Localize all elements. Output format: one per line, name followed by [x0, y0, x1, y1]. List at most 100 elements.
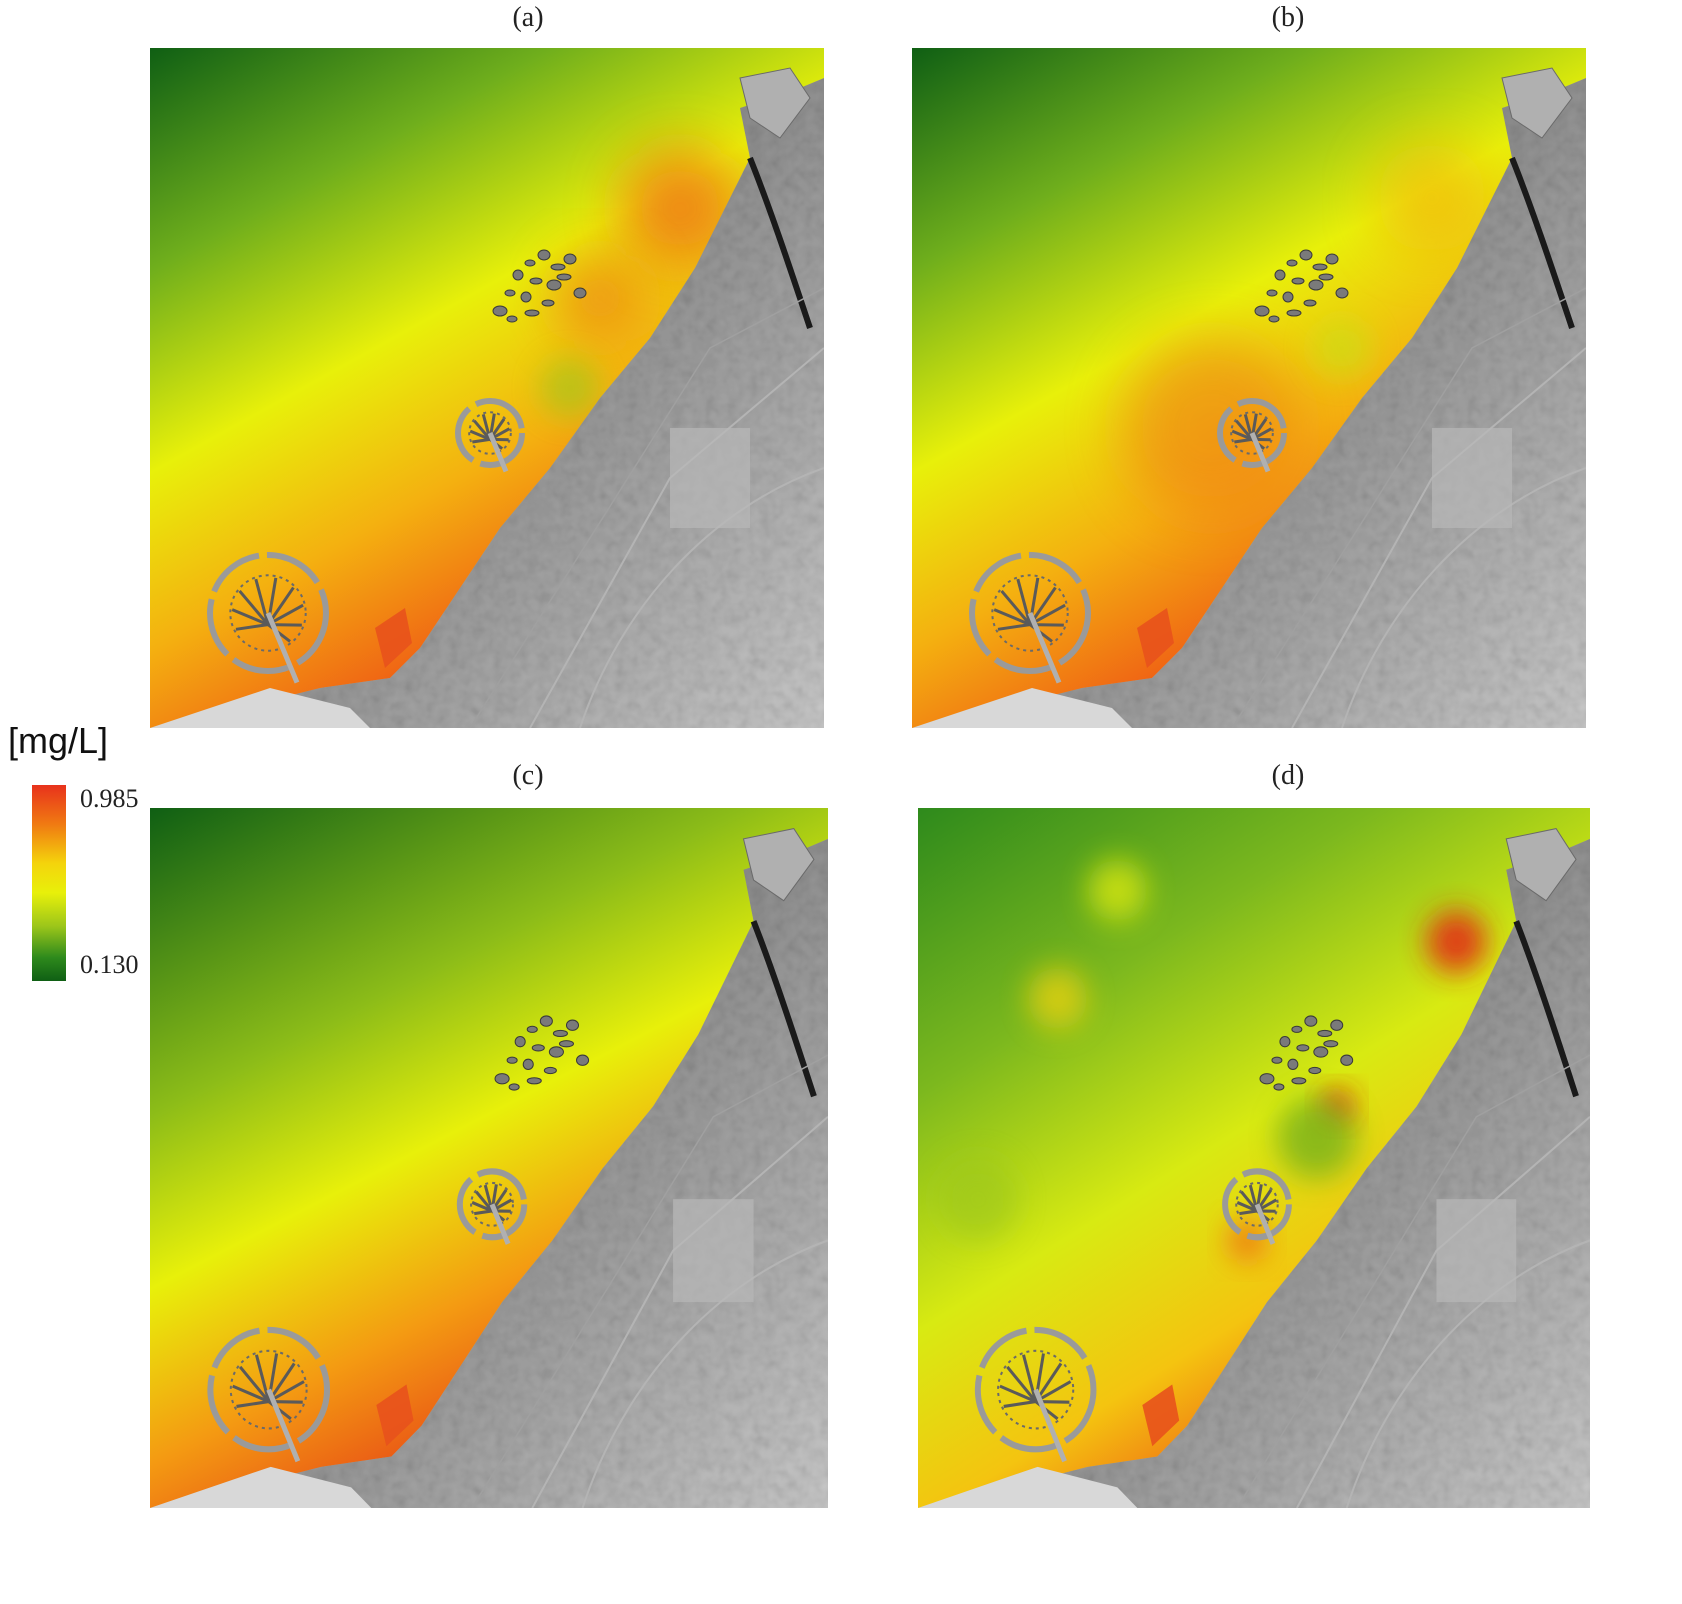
world-islands-islet — [1254, 305, 1270, 317]
palm-jumeirah — [1217, 398, 1287, 473]
world-islands-islet — [1286, 309, 1302, 317]
map-c-svg — [150, 808, 828, 1508]
road-2 — [1341, 467, 1586, 728]
world-islands-islet — [1304, 1015, 1318, 1027]
palm-jebel-ali-trunk — [265, 612, 300, 684]
hotspot-central — [1122, 338, 1302, 518]
desert-block — [1432, 428, 1512, 528]
palm-jumeirah-frond — [474, 1209, 493, 1216]
palm-jumeirah-fronds — [468, 411, 512, 455]
palm-jebel-ali — [207, 552, 329, 684]
world-islands-islet — [565, 1019, 580, 1031]
palm-jumeirah-fronds — [1230, 411, 1274, 455]
world-islands-islet — [1268, 315, 1280, 323]
dubai-creek — [747, 156, 813, 329]
road-2 — [581, 1239, 828, 1508]
world-islands-islet — [563, 253, 577, 265]
land-area — [210, 838, 828, 1508]
palm-jumeirah-crescent — [1217, 398, 1287, 468]
hotspot-yellow-2 — [1027, 967, 1088, 1030]
world-islands-islet — [1273, 1083, 1285, 1091]
road-2 — [579, 467, 824, 728]
world-islands-islet — [1299, 249, 1313, 261]
world-islands-islet — [514, 1036, 526, 1048]
palm-jebel-ali-frond — [235, 623, 269, 631]
world-islands-islet — [1318, 273, 1334, 281]
dubai-creek — [1509, 156, 1575, 329]
legend-color-bar — [32, 785, 66, 981]
road-3 — [471, 1054, 828, 1508]
land-area — [972, 78, 1586, 728]
world-islands-islet — [512, 269, 524, 281]
greenish-plume — [540, 358, 600, 418]
desert-block — [673, 1199, 754, 1303]
world-islands-islet — [524, 309, 540, 317]
deira-island — [1501, 67, 1573, 139]
world-islands-islet — [1296, 1044, 1310, 1052]
palm-jebel-ali-frond — [1006, 1365, 1037, 1403]
marina-channel — [1142, 1384, 1180, 1447]
dubai-creek — [750, 920, 817, 1098]
palm-jebel-ali-fronds — [229, 574, 307, 652]
road-3 — [1231, 287, 1586, 728]
palm-jebel-ali-frond — [993, 608, 1031, 626]
palm-jebel-ali-frond — [1016, 578, 1032, 625]
palm-jumeirah-frond — [1234, 437, 1253, 444]
legend-unit-label: [mg/L] — [8, 720, 109, 761]
panel-label-c: (c) — [512, 760, 544, 791]
world-islands-islet — [504, 289, 516, 297]
hotspot-red-north — [1426, 910, 1487, 973]
world-islands-islet — [576, 1054, 590, 1066]
world-islands-islet — [526, 1077, 542, 1085]
palm-jumeirah-frond — [471, 1200, 493, 1213]
land-area — [977, 838, 1590, 1508]
world-islands-islet — [531, 1044, 545, 1052]
palm-jebel-ali-frond — [231, 608, 269, 626]
world-islands-islet — [1335, 287, 1349, 299]
world-islands-islet — [548, 1046, 564, 1058]
palm-jumeirah-frond — [1239, 1209, 1258, 1216]
map-panel-b — [912, 48, 1586, 728]
palm-jumeirah-frond — [475, 1190, 494, 1212]
panel-label-d: (d) — [1271, 760, 1305, 791]
world-islands-islet — [1286, 259, 1298, 267]
hotspot-green-central — [1276, 1096, 1357, 1179]
world-islands-islet — [1287, 1058, 1299, 1070]
hotspot-north — [1377, 143, 1487, 253]
land-area — [210, 78, 824, 728]
palm-jebel-ali-trunk — [1027, 612, 1062, 684]
palm-jebel-ali-crescent — [969, 552, 1091, 674]
world-islands-islet — [1312, 263, 1328, 271]
world-islands-islet — [539, 1015, 553, 1027]
palm-jebel-ali-frond — [1003, 1400, 1036, 1408]
world-islands-islet — [537, 249, 551, 261]
deira-island — [1505, 828, 1577, 902]
palm-jumeirah-frond — [473, 419, 492, 441]
world-islands-islet — [520, 291, 532, 303]
world-islands-islet — [1308, 1066, 1322, 1075]
panel-label-a: (a) — [512, 2, 544, 33]
palm-jebel-ali — [207, 1326, 331, 1463]
world-islands-islet — [541, 299, 555, 307]
world-islands-islet — [1271, 1056, 1283, 1064]
jebel-ali-port — [150, 1466, 372, 1508]
palm-jumeirah-frond — [469, 429, 491, 441]
jebel-ali-port — [150, 688, 370, 728]
deira-island — [742, 828, 815, 902]
world-islands-islet — [508, 1083, 520, 1091]
palm-jebel-ali-crescent — [974, 1326, 1097, 1453]
road-3 — [469, 287, 824, 728]
palm-jebel-ali-trunk — [266, 1388, 301, 1463]
world-islands-islet — [543, 1066, 557, 1075]
palm-jumeirah-trunk — [487, 432, 509, 473]
world-islands-islet — [506, 1056, 518, 1064]
world-islands-islet — [552, 1029, 568, 1038]
palm-jebel-ali-fronds — [997, 1349, 1075, 1430]
map-d-svg — [918, 808, 1590, 1508]
world-islands-islet — [1282, 291, 1294, 303]
world-islands-islet — [1274, 269, 1286, 281]
palm-jebel-ali-crescent — [207, 1326, 331, 1453]
world-islands-islet — [1303, 299, 1317, 307]
world-islands-islet — [558, 1040, 575, 1048]
panel-label-b: (b) — [1271, 2, 1305, 33]
